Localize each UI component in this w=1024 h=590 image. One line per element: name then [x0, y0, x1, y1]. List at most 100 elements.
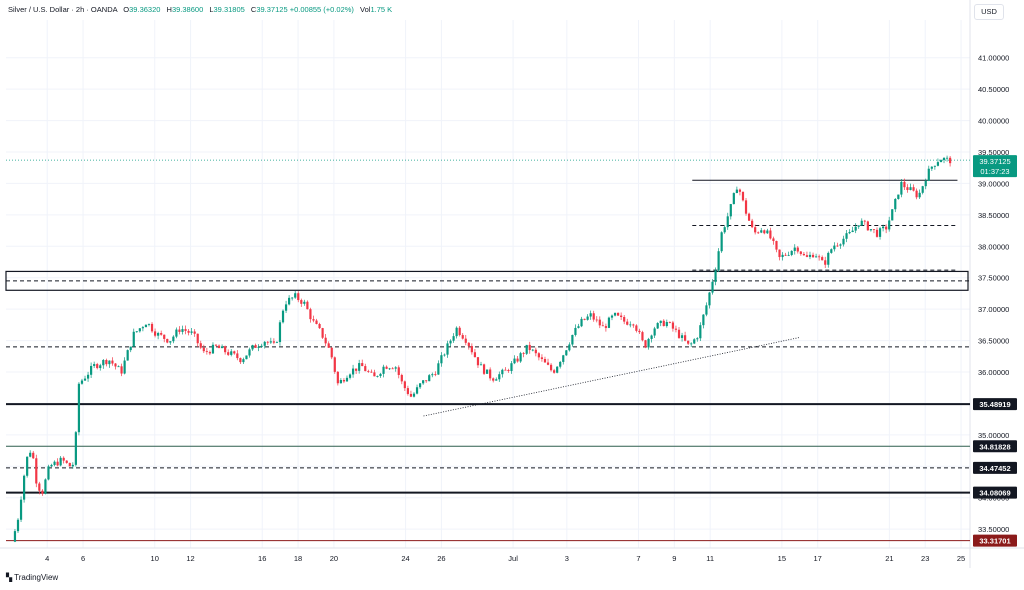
candle-body [924, 180, 927, 187]
candle-body [400, 374, 403, 382]
candle-body [702, 314, 705, 326]
time-tick-label: 17 [814, 554, 822, 563]
tradingview-logo[interactable]: ▚ TradingView [6, 573, 58, 582]
candle-body [257, 346, 260, 348]
resistance-zone-rectangle[interactable] [5, 270, 969, 291]
change-value: +0.00855 (+0.02%) [289, 5, 354, 14]
time-tick-label: 10 [151, 554, 159, 563]
candle-body [35, 458, 38, 484]
candle-body [178, 329, 181, 332]
candle-body [275, 342, 279, 343]
candle-body [242, 359, 245, 363]
candle-body [875, 229, 879, 237]
candle-body [489, 369, 492, 379]
candle-body [708, 292, 711, 306]
candle-body [83, 378, 87, 381]
candle-body [62, 457, 65, 461]
candle-body [367, 371, 370, 372]
candle-body [409, 393, 413, 397]
candle-body [903, 181, 906, 188]
candle-body [211, 344, 215, 354]
candle-body [802, 253, 805, 256]
candle-body [598, 319, 601, 326]
symbol-title[interactable]: Silver / U.S. Dollar · 2h · OANDA [8, 5, 118, 14]
time-tick-label: 24 [401, 554, 409, 563]
candle-body [659, 320, 662, 324]
candle-body [921, 186, 924, 193]
level-price-tag [973, 398, 1017, 411]
candle-body [236, 353, 239, 359]
candle-body [452, 336, 455, 341]
candle-body [214, 344, 218, 346]
candle-body [32, 452, 35, 459]
currency-button[interactable]: USD [974, 4, 1004, 20]
candle-body [763, 230, 766, 234]
candle-body [918, 192, 921, 198]
candle-body [135, 331, 138, 333]
level-price-label: 34.81828 [979, 442, 1010, 451]
candle-body [589, 313, 592, 317]
candle-body [751, 220, 754, 228]
candle-body [647, 338, 650, 348]
candle-body [361, 363, 364, 367]
candle-body [120, 366, 123, 374]
time-tick-label: 9 [672, 554, 676, 563]
candle-body [476, 357, 480, 366]
candle-body [644, 340, 647, 348]
candle-body [766, 230, 769, 234]
candle-body [303, 301, 306, 304]
candle-body [513, 358, 516, 364]
candle-body [562, 355, 565, 362]
candle-body [747, 213, 751, 221]
candle-body [495, 379, 498, 381]
last-price-label: 39.37125 [979, 157, 1010, 166]
candle-body [455, 327, 458, 337]
candle-body [498, 374, 501, 380]
candle-body [568, 344, 571, 351]
candle-body [705, 305, 708, 315]
candle-body [760, 230, 763, 233]
candle-body [601, 325, 604, 327]
candle-body [553, 370, 556, 373]
candle-body [830, 249, 833, 253]
candle-body [385, 366, 388, 369]
candle-body [757, 232, 760, 234]
time-tick-label: 18 [294, 554, 302, 563]
candle-body [108, 360, 111, 365]
candle-body [793, 247, 796, 251]
open-label: O [123, 5, 130, 14]
candle-body [272, 341, 275, 343]
candle-body [525, 344, 528, 354]
candle-body [671, 322, 675, 329]
candle-body [690, 343, 693, 345]
candle-body [437, 363, 440, 375]
tradingview-mark-icon: ▚ [6, 573, 12, 582]
high-value: 39.38600 [171, 5, 204, 14]
candle-body [406, 388, 410, 394]
candle-body [869, 229, 873, 231]
candle-body [754, 227, 757, 233]
candle-body [684, 335, 687, 341]
candle-body [26, 456, 29, 476]
close-label: C [250, 5, 257, 14]
time-tick-label: 12 [186, 554, 194, 563]
candle-body [269, 341, 272, 343]
candle-body [556, 366, 559, 373]
low-label: L [209, 5, 214, 14]
candle-body [549, 364, 553, 371]
candle-body [166, 338, 169, 343]
candle-body [629, 324, 632, 326]
candle-body [425, 380, 428, 382]
candle-body [927, 168, 930, 181]
candle-body [531, 349, 534, 351]
branding-label: TradingView [14, 573, 59, 582]
candle-body [129, 346, 132, 351]
trendline[interactable] [423, 337, 800, 417]
candle-body [111, 360, 114, 364]
level-price-label: 35.48919 [979, 400, 1010, 409]
price-tick-label: 38.50000 [978, 211, 1009, 220]
candle-body [193, 331, 196, 334]
candle-body [355, 368, 358, 371]
